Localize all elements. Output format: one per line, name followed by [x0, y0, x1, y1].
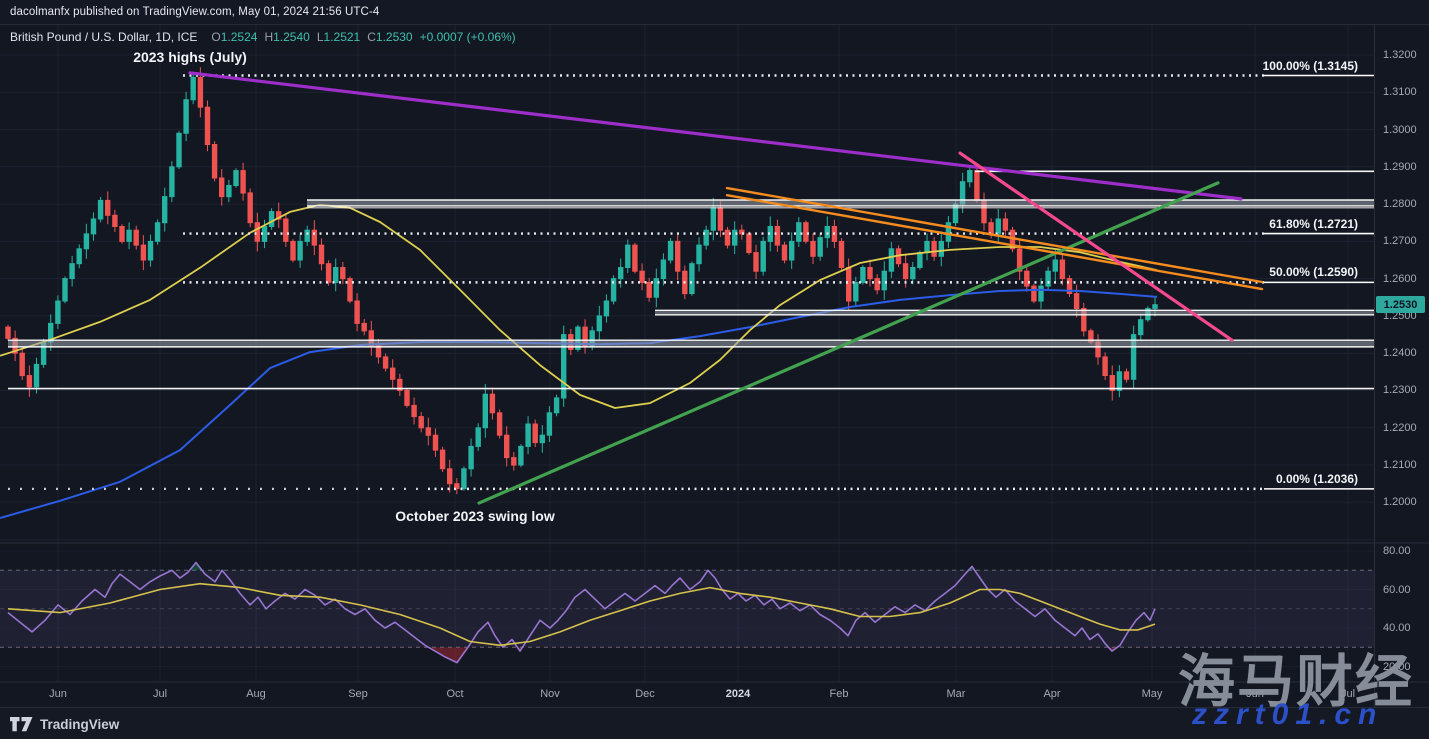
open-value: 1.2524: [220, 30, 258, 44]
high-label: H: [264, 30, 274, 44]
low-value: 1.2521: [323, 30, 361, 44]
open-label: O: [211, 30, 221, 44]
ma-50-yellow: [0, 203, 1158, 409]
candles-down: [5, 67, 1130, 495]
rsi-band-fill: [0, 570, 1374, 648]
watermark-url: zzrt01.cn: [1192, 698, 1384, 731]
close-label: C: [367, 30, 376, 44]
low-label: L: [316, 30, 324, 44]
pane-borders: [0, 24, 1429, 707]
green-ascending-trendline[interactable]: [477, 181, 1220, 505]
watermark-cjk: 海马财经: [1178, 650, 1414, 714]
last-price-badge: 1.2530: [1376, 296, 1425, 314]
tradingview-logo-icon: [10, 716, 33, 731]
pink-descending-trendline[interactable]: [958, 151, 1234, 342]
publication-attribution: dacolmanfx published on TradingView.com,…: [10, 6, 380, 18]
symbol-title[interactable]: British Pound / U.S. Dollar, 1D, ICE: [10, 30, 198, 44]
close-value: 1.2530: [375, 30, 413, 44]
change-value: +0.0007 (+0.06%): [419, 30, 516, 44]
tradingview-logo[interactable]: TradingView: [10, 716, 120, 732]
rsi-signal-line: [7, 582, 1156, 647]
price-pane[interactable]: [0, 67, 1374, 519]
publication-bar: dacolmanfx published on TradingView.com,…: [0, 0, 1429, 25]
orange-channel-lower[interactable]: [725, 193, 1264, 291]
high-value: 1.2540: [273, 30, 310, 44]
symbol-legend[interactable]: British Pound / U.S. Dollar, 1D, ICE O1.2…: [10, 30, 516, 44]
orange-channel-upper[interactable]: [725, 186, 1264, 284]
rsi-line: [7, 561, 1156, 664]
gridlines: [0, 24, 1374, 682]
support-resistance-levels: [8, 170, 1374, 390]
last-price-value: 1.2530: [1383, 298, 1418, 311]
rsi-pane[interactable]: [0, 561, 1374, 664]
footer-bar: TradingView: [0, 707, 1429, 739]
ma-200-blue: [0, 288, 1158, 519]
candles-up: [33, 72, 1158, 491]
purple-descending-trendline[interactable]: [188, 71, 1243, 201]
fib-retracement[interactable]: [8, 74, 1374, 491]
tradingview-logo-text: TradingView: [40, 716, 120, 732]
